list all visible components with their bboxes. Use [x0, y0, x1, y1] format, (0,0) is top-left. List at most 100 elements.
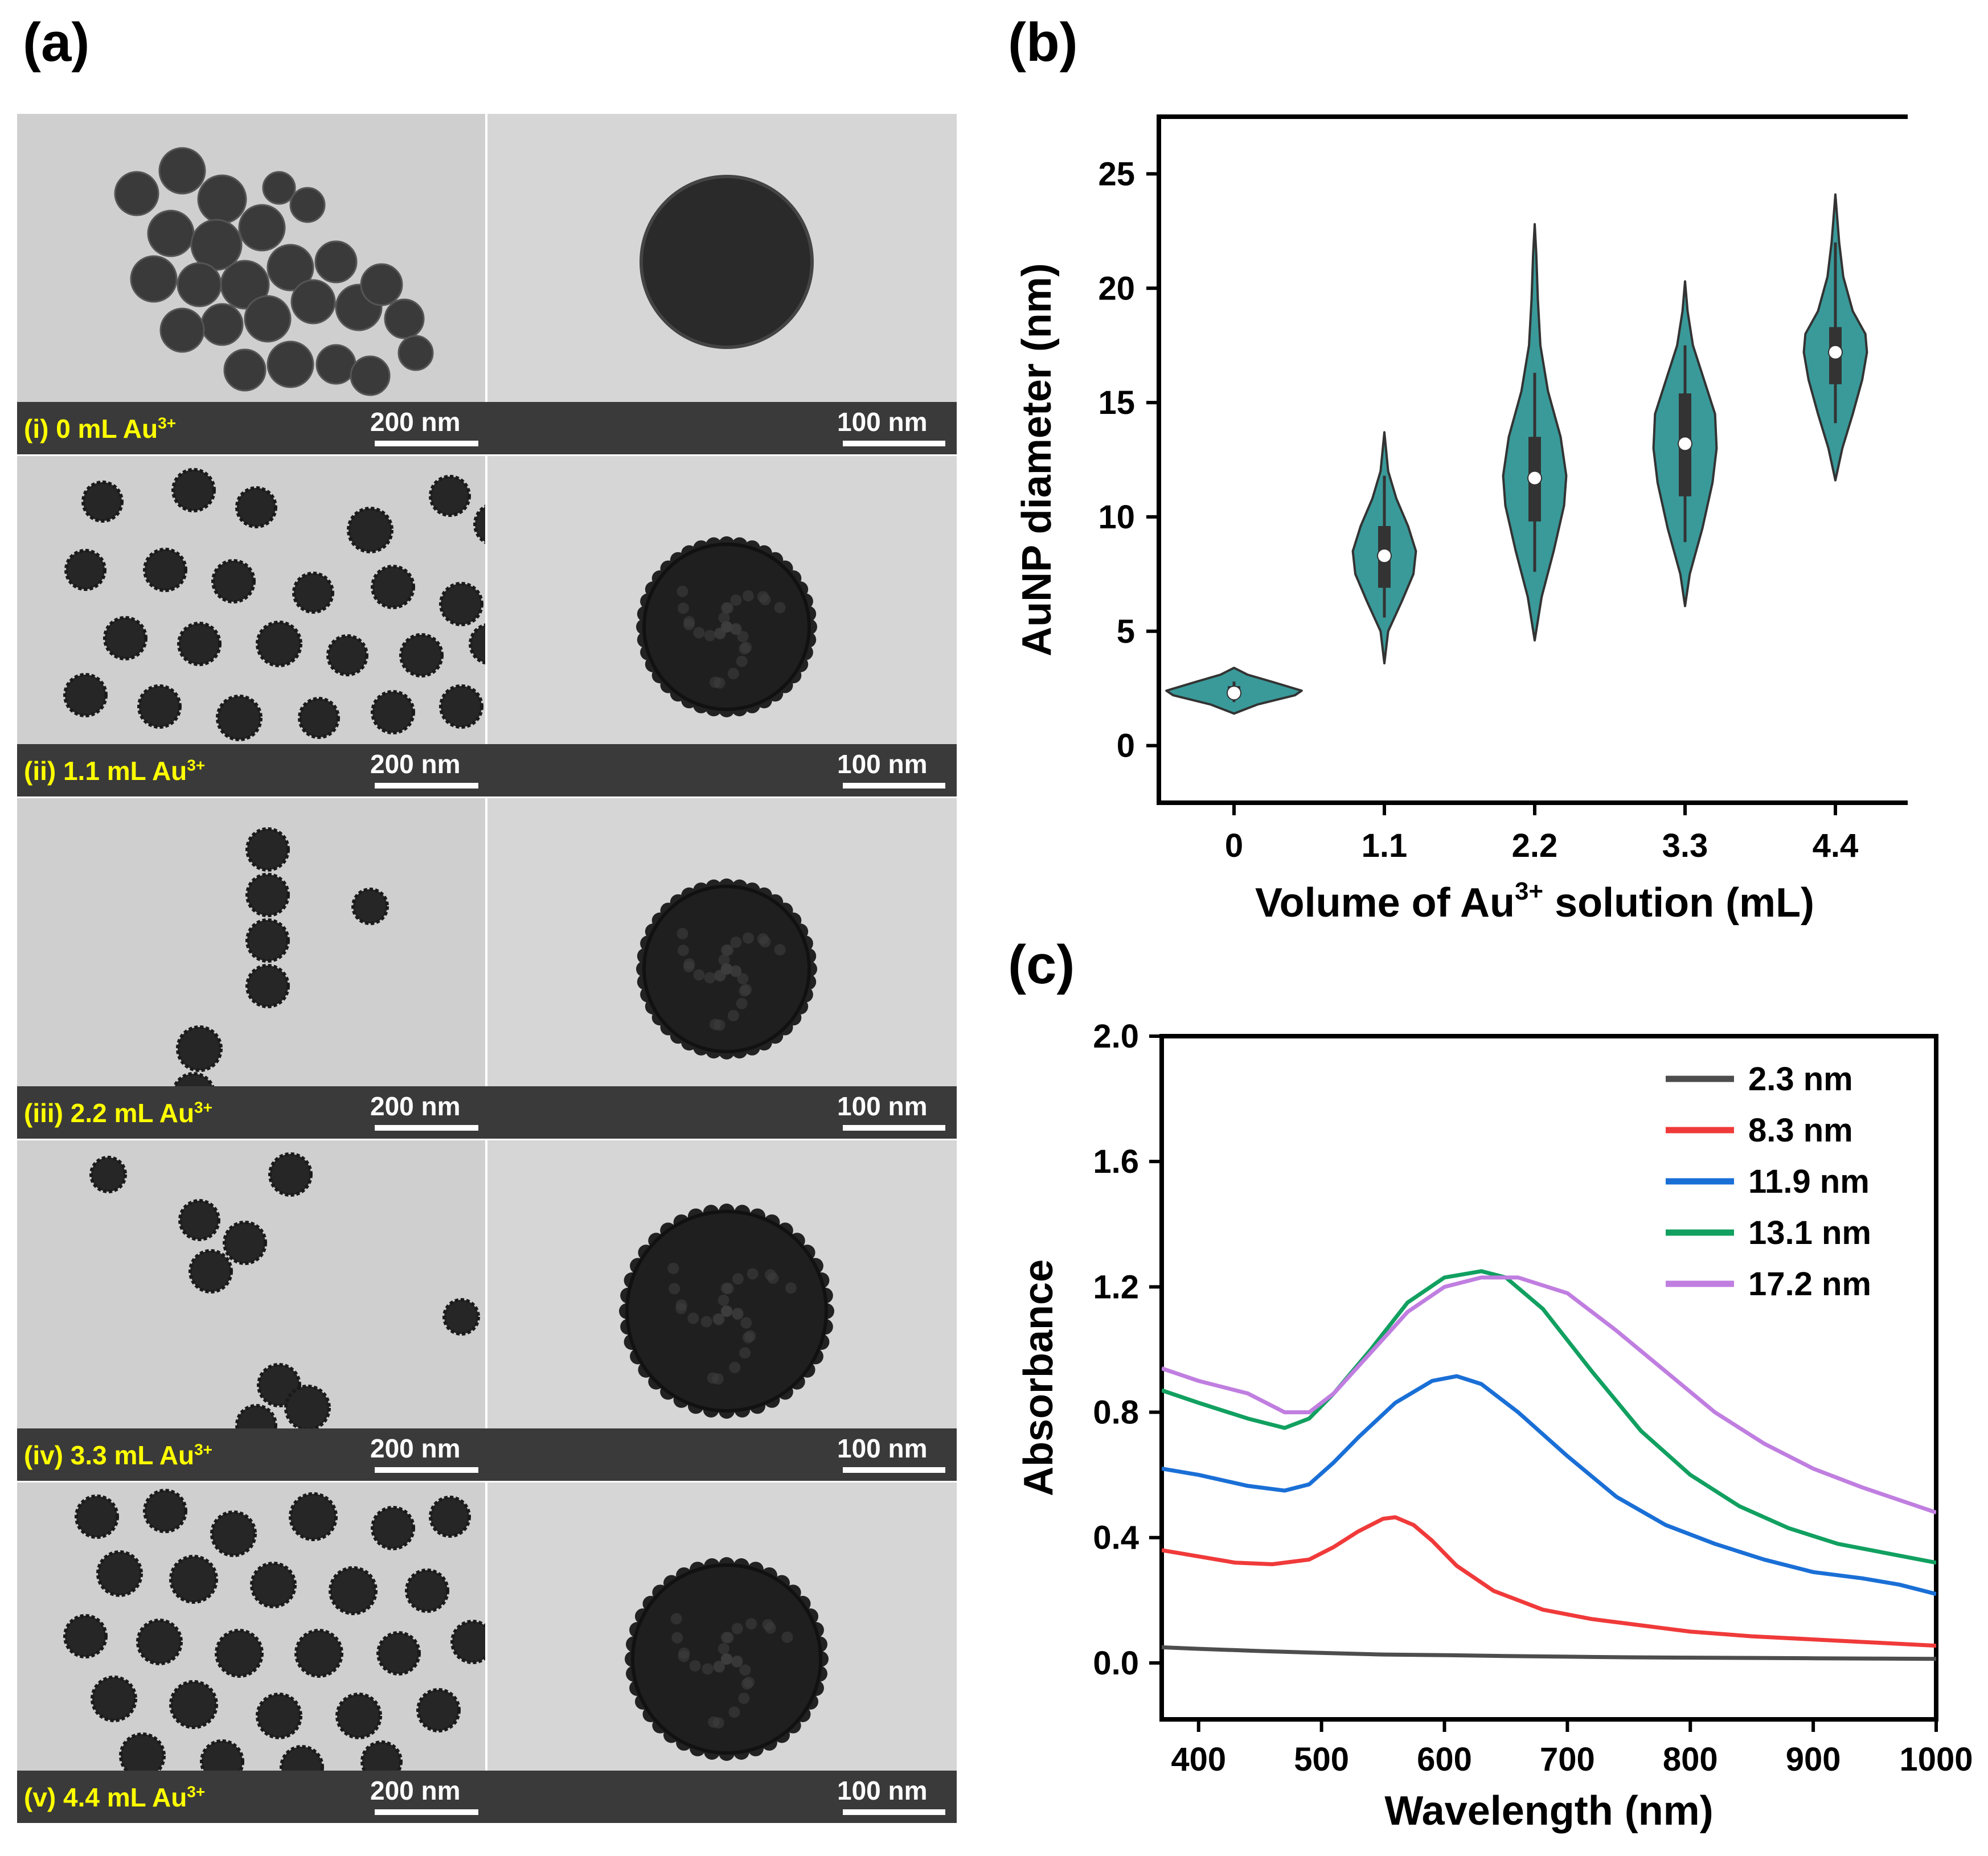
particle: [450, 1620, 485, 1664]
particle: [119, 1732, 166, 1779]
scale-bar-label-right: 100 nm: [837, 1776, 928, 1805]
y-tick-label: 10: [1098, 499, 1135, 536]
particle-texture: [732, 1307, 744, 1319]
particle: [137, 684, 182, 729]
scale-bar-right: [843, 1467, 945, 1473]
single-particle: [640, 175, 814, 349]
particle: [329, 1566, 378, 1615]
x-axis-label: Volume of Au3+ solution (mL): [1255, 877, 1814, 926]
y-tick-label: 1.6: [1093, 1143, 1139, 1180]
particle: [245, 964, 290, 1008]
particle-texture: [732, 1273, 744, 1285]
particle-texture: [671, 1632, 683, 1644]
scale-bar-label-right: 100 nm: [837, 1091, 928, 1121]
particle-texture: [700, 1316, 712, 1328]
y-tick-label: 5: [1117, 613, 1135, 650]
particle-texture: [774, 944, 786, 956]
particle: [177, 622, 222, 666]
particle: [267, 244, 314, 291]
tem-row: (ii) 1.1 mL Au3+ 200 nm 100 nm: [17, 456, 957, 796]
tem-image-low-mag: [17, 1483, 485, 1823]
scale-bar-right: [843, 783, 945, 789]
legend-label: 2.3 nm: [1748, 1061, 1853, 1098]
scale-bar-label-right: 100 nm: [837, 407, 928, 437]
violin-median: [1227, 685, 1241, 701]
particle-texture: [720, 602, 732, 614]
tem-image-high-mag: [487, 456, 957, 796]
y-tick-label: 0: [1117, 728, 1135, 765]
particle: [371, 565, 415, 609]
particle-texture: [774, 602, 786, 614]
particle: [442, 1298, 480, 1336]
particle: [314, 240, 358, 284]
particle-texture: [781, 1631, 793, 1643]
particle: [63, 673, 108, 717]
particle-texture: [727, 668, 739, 680]
particle-texture: [677, 585, 688, 597]
particle-texture: [675, 1303, 687, 1315]
x-tick-label: 900: [1786, 1741, 1841, 1778]
tem-sample-label-sup: 3+: [194, 1440, 213, 1459]
single-particle: [619, 1204, 834, 1419]
particle-texture: [744, 1330, 756, 1342]
legend-label: 8.3 nm: [1748, 1112, 1853, 1149]
particle-texture: [730, 623, 742, 635]
particle: [197, 174, 247, 224]
tem-sample-label-text: (iii) 2.2 mL Au: [24, 1098, 195, 1128]
particle-texture: [737, 973, 749, 985]
particle: [298, 697, 340, 739]
tem-sample-label: (iv) 3.3 mL Au3+: [24, 1440, 212, 1471]
scale-bar-left: [375, 1125, 478, 1131]
particle: [238, 204, 286, 252]
particle: [439, 582, 483, 626]
y-tick-label: 20: [1098, 270, 1135, 307]
particle: [262, 171, 296, 205]
y-tick-label: 15: [1098, 384, 1135, 421]
particle: [371, 690, 415, 734]
particle: [91, 1676, 137, 1722]
particle: [64, 549, 106, 591]
particle-texture: [718, 954, 730, 966]
particle: [147, 210, 195, 257]
tem-image-low-mag: [17, 114, 485, 454]
particle-texture: [712, 1717, 724, 1729]
particle: [75, 1494, 119, 1539]
particle: [63, 1614, 108, 1658]
particle: [176, 1025, 223, 1072]
legend-label: 17.2 nm: [1748, 1266, 1871, 1303]
particle: [235, 486, 277, 528]
series-line: [1162, 1269, 1936, 1565]
particle-texture: [718, 1643, 729, 1654]
scale-bar-label-left: 200 nm: [370, 1776, 461, 1805]
particle-texture: [721, 621, 732, 633]
plot-frame: [1159, 1034, 1938, 1722]
particle-texture: [714, 677, 725, 689]
single-particle: [636, 878, 817, 1060]
particle: [89, 1156, 127, 1193]
scale-bar-right: [843, 1809, 945, 1815]
particle-texture: [677, 602, 689, 614]
particle-texture: [718, 1294, 729, 1306]
particle-texture: [757, 591, 769, 603]
absorbance-chart: 0.0 0.4 0.8 1.2 1.6 2.0 400 500 600 700 800 900 1000…: [1016, 1018, 1973, 1834]
particle: [215, 1629, 264, 1678]
particle-texture: [713, 1313, 725, 1325]
particle-texture: [739, 1347, 751, 1359]
tem-label-bar: (ii) 1.1 mL Au3+ 200 nm 100 nm: [17, 744, 957, 796]
particle: [169, 1680, 218, 1729]
particle-texture: [785, 1282, 797, 1294]
particle: [210, 1510, 257, 1557]
particle: [268, 1152, 313, 1197]
tem-image-low-mag: [17, 456, 485, 796]
series-line: [1162, 1645, 1936, 1661]
particle-texture: [714, 1019, 725, 1031]
series-line: [1162, 1275, 1936, 1515]
x-axis-label-suffix: solution (mL): [1543, 880, 1814, 926]
particle-texture: [678, 1650, 690, 1662]
particle: [190, 219, 243, 271]
particle-texture: [730, 594, 742, 606]
particle: [384, 298, 425, 339]
particle-texture: [720, 1632, 732, 1644]
tem-label-bar: (iv) 3.3 mL Au3+ 200 nm 100 nm: [17, 1428, 957, 1481]
y-tick-label: 1.2: [1093, 1268, 1139, 1305]
